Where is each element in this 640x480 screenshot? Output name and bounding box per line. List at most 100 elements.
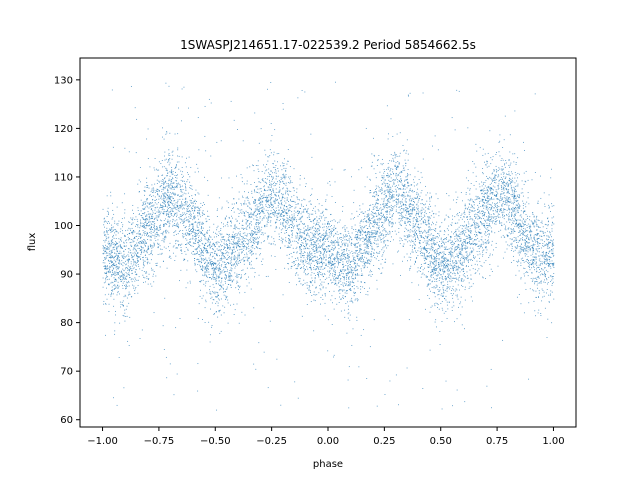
data-point: [385, 261, 386, 263]
data-point: [225, 257, 226, 259]
data-point: [250, 214, 252, 215]
data-point: [206, 231, 208, 233]
data-point: [468, 211, 470, 213]
data-point: [246, 256, 248, 258]
data-point: [115, 267, 117, 269]
data-point: [119, 244, 121, 246]
data-point: [131, 270, 133, 272]
data-point: [390, 169, 391, 171]
data-point: [121, 270, 122, 272]
data-point: [171, 196, 173, 198]
data-point: [472, 254, 474, 256]
data-point: [360, 211, 362, 213]
data-point: [340, 246, 341, 248]
data-point: [402, 216, 404, 218]
data-point: [491, 159, 493, 161]
data-point: [278, 210, 280, 212]
data-point: [319, 288, 321, 290]
data-point: [254, 208, 256, 210]
data-point: [166, 132, 168, 134]
data-point: [331, 233, 333, 235]
data-point: [212, 292, 214, 294]
data-point: [351, 300, 353, 302]
data-point: [486, 196, 488, 198]
data-point: [438, 253, 440, 254]
data-point: [255, 231, 257, 233]
data-point: [369, 178, 371, 180]
data-point: [549, 250, 551, 252]
data-point: [333, 279, 335, 281]
data-point: [277, 216, 279, 218]
data-point: [206, 252, 208, 254]
data-point: [269, 184, 270, 185]
data-point: [351, 270, 353, 272]
data-point: [123, 250, 125, 252]
data-point: [287, 188, 289, 190]
data-point: [250, 216, 252, 218]
data-point: [330, 255, 332, 257]
data-point: [479, 244, 481, 246]
data-point: [529, 246, 531, 247]
data-point: [299, 184, 301, 186]
data-point: [306, 229, 308, 231]
data-point: [432, 247, 434, 249]
data-point: [354, 256, 356, 258]
data-point: [491, 178, 493, 180]
data-point: [488, 211, 489, 213]
data-point: [500, 209, 502, 211]
data-point: [143, 224, 145, 226]
data-point: [291, 232, 293, 234]
data-point: [548, 194, 550, 196]
data-point: [203, 275, 205, 277]
data-point: [499, 134, 501, 136]
data-point: [422, 269, 424, 271]
data-point: [215, 279, 217, 281]
data-point: [432, 262, 434, 263]
data-point: [150, 245, 152, 247]
data-point: [310, 274, 312, 276]
data-point: [290, 267, 292, 269]
data-point: [202, 254, 204, 256]
data-point: [276, 215, 278, 217]
data-point: [398, 206, 400, 208]
data-point: [301, 200, 303, 202]
data-point: [386, 196, 388, 198]
data-point: [307, 233, 309, 235]
data-point: [204, 263, 205, 265]
data-point: [151, 285, 153, 287]
data-point: [463, 216, 465, 218]
data-point: [370, 192, 372, 193]
data-point: [396, 133, 398, 135]
data-point: [231, 222, 232, 224]
data-point: [168, 183, 169, 185]
data-point: [122, 274, 124, 275]
data-point: [442, 256, 444, 257]
data-point: [137, 259, 138, 261]
data-point: [529, 230, 531, 232]
data-point: [111, 251, 113, 253]
data-point: [343, 251, 345, 253]
data-point: [105, 281, 106, 283]
data-point: [162, 136, 163, 138]
data-point: [347, 262, 349, 264]
data-point: [138, 256, 140, 258]
data-point: [425, 206, 427, 208]
data-point: [218, 299, 220, 301]
data-point: [236, 282, 237, 284]
data-point: [118, 285, 120, 287]
data-point: [352, 302, 354, 304]
data-point: [237, 256, 239, 258]
data-point: [376, 191, 377, 193]
data-point: [318, 292, 320, 294]
data-point: [363, 260, 364, 262]
data-point: [231, 256, 233, 258]
data-point: [314, 206, 316, 208]
data-point: [281, 214, 283, 216]
data-point: [439, 235, 440, 237]
data-point: [489, 253, 491, 255]
data-point: [512, 153, 514, 155]
data-point: [197, 117, 199, 119]
data-point: [414, 239, 416, 240]
data-point: [259, 216, 261, 217]
data-point: [291, 201, 293, 202]
